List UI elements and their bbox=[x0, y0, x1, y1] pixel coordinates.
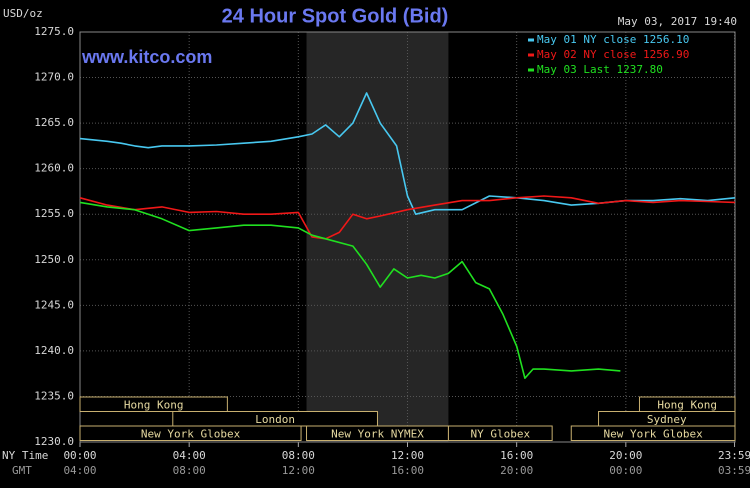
legend-label: May 03 Last 1237.80 bbox=[537, 63, 663, 76]
x-axis-label: NY Time bbox=[2, 449, 48, 462]
session-box bbox=[570, 425, 736, 441]
session-label: Hong Kong bbox=[124, 398, 184, 411]
x2-tick-label: 03:59 bbox=[718, 464, 750, 477]
session-label: Hong Kong bbox=[657, 398, 717, 411]
plot-frame bbox=[79, 31, 736, 443]
x-tick-label: 04:00 bbox=[173, 449, 206, 462]
x2-tick-label: 20:00 bbox=[500, 464, 533, 477]
y-tick-label: 1275.0 bbox=[34, 25, 74, 38]
x2-tick-label: 08:00 bbox=[173, 464, 206, 477]
y-tick-label: 1230.0 bbox=[34, 435, 74, 448]
series-line bbox=[79, 201, 621, 379]
y-tick-label: 1270.0 bbox=[34, 71, 74, 84]
session-label: London bbox=[255, 413, 295, 426]
x2-axis-label: GMT bbox=[12, 464, 32, 477]
y-tick-label: 1260.0 bbox=[34, 162, 74, 175]
session-label: New York Globex bbox=[141, 427, 241, 440]
session-label: New York NYMEX bbox=[331, 427, 424, 440]
x2-tick-label: 00:00 bbox=[609, 464, 642, 477]
chart-title: 24 Hour Spot Gold (Bid) bbox=[222, 5, 449, 27]
legend-swatch bbox=[528, 53, 534, 57]
legend-label: May 02 NY close 1256.90 bbox=[537, 48, 689, 61]
legend-swatch bbox=[528, 68, 534, 72]
y-tick-label: 1265.0 bbox=[34, 116, 74, 129]
y-tick-label: 1240.0 bbox=[34, 344, 74, 357]
x2-tick-label: 04:00 bbox=[63, 464, 96, 477]
session-label: NY Globex bbox=[470, 427, 530, 440]
x2-tick-label: 16:00 bbox=[391, 464, 424, 477]
y-tick-label: 1245.0 bbox=[34, 298, 74, 311]
session-label: Sydney bbox=[647, 413, 687, 426]
legend-swatch bbox=[528, 38, 534, 42]
session-box bbox=[447, 425, 553, 441]
x-tick-label: 23:59 bbox=[718, 449, 750, 462]
y-tick-label: 1250.0 bbox=[34, 253, 74, 266]
session-box bbox=[79, 396, 228, 412]
plot-layer: 1230.0 1235.0 1240.0 1245.0 1250.0 1255.0 1260… bbox=[34, 25, 750, 477]
series-line bbox=[79, 195, 736, 240]
website: www.kitco.com bbox=[81, 47, 212, 67]
x-tick-label: 08:00 bbox=[282, 449, 315, 462]
y-tick-label: 1255.0 bbox=[34, 207, 74, 220]
legend-label: May 01 NY close 1256.10 bbox=[537, 33, 689, 46]
session-label: New York Globex bbox=[603, 427, 703, 440]
x2-tick-label: 12:00 bbox=[282, 464, 315, 477]
x-tick-label: 00:00 bbox=[63, 449, 96, 462]
x-tick-label: 12:00 bbox=[391, 449, 424, 462]
timestamp: May 03, 2017 19:40 bbox=[618, 15, 737, 28]
session-box bbox=[79, 425, 302, 441]
series-line bbox=[79, 92, 736, 215]
x-tick-label: 16:00 bbox=[500, 449, 533, 462]
unit-label: USD/oz bbox=[3, 7, 43, 20]
x-tick-label: 20:00 bbox=[609, 449, 642, 462]
y-tick-label: 1235.0 bbox=[34, 389, 74, 402]
